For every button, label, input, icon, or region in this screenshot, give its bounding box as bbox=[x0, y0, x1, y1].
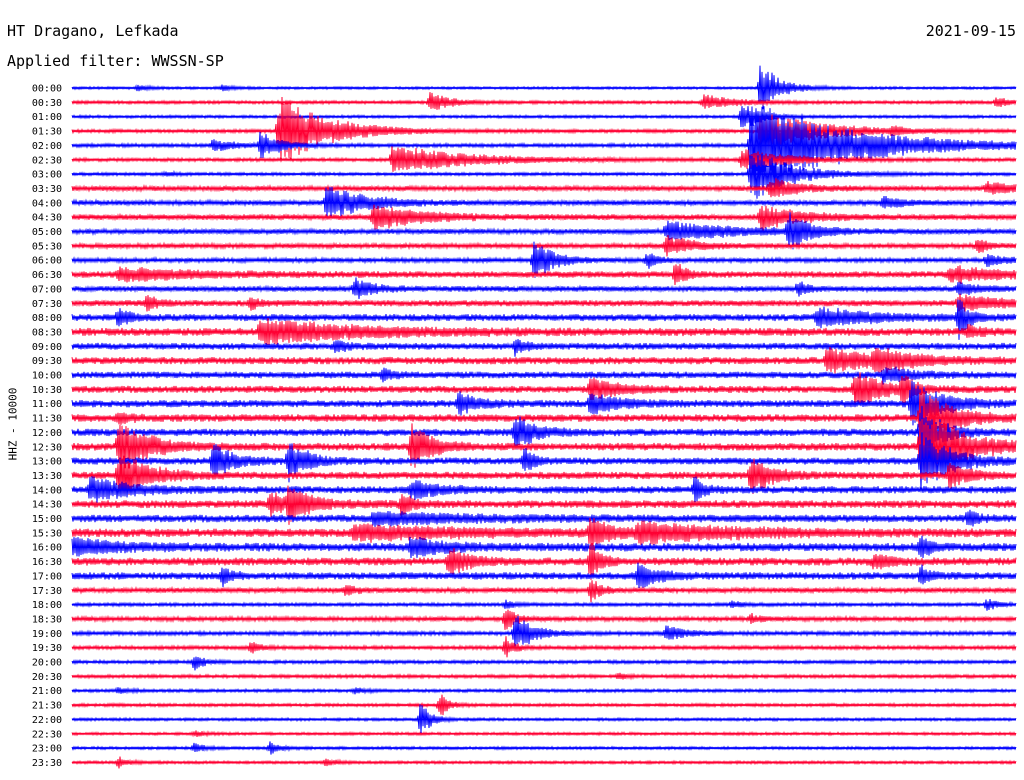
row-label: 08:00 bbox=[32, 313, 62, 324]
trace-line bbox=[71, 263, 1017, 286]
row-label: 22:30 bbox=[32, 729, 62, 740]
date-label: 2021-09-15 bbox=[925, 22, 1016, 40]
row-label: 17:00 bbox=[32, 571, 62, 582]
row-label: 00:00 bbox=[32, 84, 62, 95]
row-label: 06:00 bbox=[32, 256, 62, 267]
row-label: 06:30 bbox=[32, 270, 62, 281]
row-label: 19:30 bbox=[32, 643, 62, 654]
filter-label: Applied filter: WWSSN-SP bbox=[7, 52, 224, 70]
trace-line bbox=[71, 204, 1017, 232]
row-label: 01:00 bbox=[32, 112, 62, 123]
row-label: 19:00 bbox=[32, 629, 62, 640]
row-label: 03:30 bbox=[32, 184, 62, 195]
row-label: 20:30 bbox=[32, 672, 62, 683]
row-label: 05:00 bbox=[32, 227, 62, 238]
trace-line bbox=[71, 580, 1017, 603]
row-label: 05:30 bbox=[32, 241, 62, 252]
station-title: HT Dragano, Lefkada bbox=[7, 22, 179, 40]
trace-line bbox=[71, 346, 1017, 374]
row-label: 17:30 bbox=[32, 586, 62, 597]
row-label: 12:30 bbox=[32, 442, 62, 453]
row-label: 14:30 bbox=[32, 500, 62, 511]
row-label: 08:30 bbox=[32, 327, 62, 338]
row-label: 10:30 bbox=[32, 385, 62, 396]
trace-line bbox=[71, 609, 1017, 630]
row-label: 21:30 bbox=[32, 701, 62, 712]
row-label: 18:30 bbox=[32, 614, 62, 625]
row-label: 00:30 bbox=[32, 98, 62, 109]
trace-line bbox=[71, 432, 1017, 492]
row-label: 04:30 bbox=[32, 213, 62, 224]
trace-line bbox=[71, 212, 1017, 250]
row-label: 12:00 bbox=[32, 428, 62, 439]
row-label: 10:00 bbox=[32, 371, 62, 382]
row-label: 13:30 bbox=[32, 471, 62, 482]
row-label: 20:00 bbox=[32, 658, 62, 669]
trace-line bbox=[71, 562, 1017, 589]
row-label: 22:00 bbox=[32, 715, 62, 726]
row-label: 09:00 bbox=[32, 342, 62, 353]
row-label: 16:00 bbox=[32, 543, 62, 554]
row-label: 09:30 bbox=[32, 356, 62, 367]
trace-line bbox=[71, 92, 1017, 110]
row-label: 02:00 bbox=[32, 141, 62, 152]
row-label: 21:00 bbox=[32, 686, 62, 697]
row-label: 07:00 bbox=[32, 284, 62, 295]
row-label: 02:30 bbox=[32, 155, 62, 166]
row-label: 03:00 bbox=[32, 170, 62, 181]
row-label: 15:30 bbox=[32, 528, 62, 539]
row-label: 11:00 bbox=[32, 399, 62, 410]
trace-line bbox=[71, 186, 1017, 217]
trace-line bbox=[71, 106, 1017, 181]
row-label: 07:30 bbox=[32, 299, 62, 310]
row-label: 16:30 bbox=[32, 557, 62, 568]
row-label: 04:00 bbox=[32, 198, 62, 209]
row-label: 13:00 bbox=[32, 457, 62, 468]
row-label: 23:30 bbox=[32, 758, 62, 769]
row-label: 11:30 bbox=[32, 414, 62, 425]
row-label: 18:00 bbox=[32, 600, 62, 611]
row-label: 23:00 bbox=[32, 744, 62, 755]
trace-line bbox=[71, 656, 1017, 671]
trace-line bbox=[71, 636, 1017, 658]
row-label: 01:30 bbox=[32, 127, 62, 138]
row-label: 15:00 bbox=[32, 514, 62, 525]
trace-line bbox=[71, 405, 1017, 454]
row-label: 14:00 bbox=[32, 485, 62, 496]
